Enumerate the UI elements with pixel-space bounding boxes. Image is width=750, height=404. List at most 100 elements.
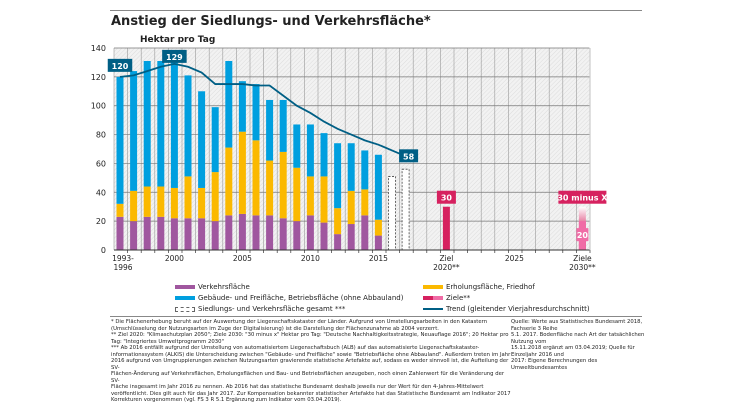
- bar-segment: [293, 124, 301, 168]
- legend-swatch-trend: [423, 308, 443, 310]
- bar-segment: [211, 221, 219, 250]
- bar-segment: [266, 99, 274, 161]
- bar-segment: [157, 60, 165, 187]
- y-tick-label: 120: [91, 73, 106, 82]
- bar-segment: [347, 143, 355, 191]
- bar-segment: [306, 215, 314, 250]
- y-tick-label: 100: [91, 102, 106, 111]
- bar-segment: [143, 216, 151, 250]
- bar-segment: [198, 91, 206, 188]
- dashed-total-bar: [401, 168, 410, 251]
- bar-segment: [116, 76, 124, 204]
- y-tick-label: 40: [96, 188, 106, 197]
- y-tick-label: 80: [96, 131, 106, 140]
- bar-segment: [170, 218, 178, 250]
- x-tick-label: 2025: [505, 254, 524, 263]
- bar-segment: [374, 219, 382, 236]
- source-line: Quelle: Werte aus Statistisches Bundesam…: [511, 319, 643, 332]
- bar-segment: [184, 75, 192, 177]
- bar-segment: [252, 84, 260, 141]
- y-tick-label: 20: [96, 217, 106, 226]
- target-label: 20: [577, 231, 589, 240]
- bar-segment: [279, 218, 287, 250]
- bar-segment: [238, 213, 246, 250]
- bar-segment: [116, 203, 124, 217]
- legend-item-gesamt: Siedlungs- und Verkehrsfläche gesamt ***: [175, 305, 345, 313]
- bar-segment: [347, 224, 355, 250]
- legend-label: Erholungsfläche, Friedhof: [446, 283, 535, 291]
- bar-segment: [170, 187, 178, 219]
- bar-segment: [225, 147, 233, 216]
- bar-segment: [334, 208, 342, 235]
- legend-item-verkehrsflaeche: Verkehrsfläche: [175, 283, 250, 291]
- x-tick-label: 2000: [165, 254, 184, 263]
- bar-segment: [238, 131, 246, 214]
- footnote-line: informationssystem (ALKIS) die Untersche…: [111, 351, 511, 358]
- footnote-line: 2016 aufgrund von Umgruppierungen zwisch…: [111, 358, 509, 371]
- bar-segment: [184, 218, 192, 250]
- x-tick-label: 2005: [233, 254, 252, 263]
- footnote-line: Korrekturen vorgenommen (vgl. FS 3 R 5.1…: [111, 397, 342, 403]
- source-note: Quelle: Werte aus Statistisches Bundesam…: [511, 319, 646, 371]
- dashed-total-bar: [388, 176, 396, 251]
- bar-segment: [361, 215, 369, 250]
- legend-item-ziele: Ziele**: [423, 294, 470, 302]
- bar-segment: [334, 234, 342, 250]
- bar-segment: [130, 221, 138, 250]
- x-tick-label: Ziel: [439, 254, 453, 263]
- y-tick-label: 60: [96, 159, 106, 168]
- footnote-rule: [110, 316, 642, 317]
- bar-segment: [279, 99, 287, 152]
- legend-swatch-gebaeude: [175, 296, 195, 300]
- bar-segment: [252, 140, 260, 216]
- bar-segment: [320, 176, 328, 223]
- annotation-label: 120: [112, 62, 129, 71]
- footnote-line: (Umschlüsselung der Nutzungsarten im Zug…: [111, 325, 439, 332]
- footnote-line: ** Ziel 2020: "Klimaschutzplan 2050"; Zi…: [111, 332, 509, 338]
- bar-segment: [347, 190, 355, 225]
- bar-segment: [130, 71, 138, 191]
- legend-label: Trend (gleitender Vierjahresdurchschnitt…: [446, 305, 590, 313]
- bar-segment: [279, 151, 287, 219]
- legend-label: Gebäude- und Freifläche, Betriebsfläche …: [198, 294, 404, 302]
- target-label-box: [436, 190, 456, 204]
- legend-label: Verkehrsfläche: [198, 283, 250, 291]
- footnote-line: Flächen-Änderung auf Verkehrsflächen, Er…: [111, 371, 505, 384]
- annotation-label-box: [162, 49, 187, 63]
- bar-segment: [266, 160, 274, 216]
- bar-segment: [320, 133, 328, 177]
- target-label: 30 minus X: [557, 194, 608, 203]
- footnote-line: * Die Flächenerhebung beruht auf der Aus…: [111, 319, 488, 325]
- bar-segment: [334, 143, 342, 209]
- bar-segment: [374, 235, 382, 250]
- legend-swatch-dashed: [175, 306, 195, 312]
- trend-line: [119, 62, 406, 158]
- bar-segment: [198, 218, 206, 250]
- bar-segment: [225, 215, 233, 250]
- bar-segment: [157, 186, 165, 217]
- bar-segment: [184, 176, 192, 219]
- bar-segment: [252, 215, 260, 250]
- source-line: 2017: Eigene Berechnungen des Umweltbund…: [511, 358, 598, 371]
- bar-segment: [143, 60, 151, 187]
- y-axis-unit-label: Hektar pro Tag: [140, 35, 216, 45]
- bar-segment: [293, 167, 301, 222]
- x-tick-label: 2020**: [433, 263, 460, 272]
- chart-area: 120 129 58 30 30 minus X 20 0 20 40 60 80 100 120 14…: [91, 44, 609, 272]
- bar-segment: [266, 215, 274, 250]
- source-line: 15.11.2018 ergänzt am 03.04.2019; Quelle…: [511, 345, 635, 358]
- x-tick-label: 2015: [369, 254, 388, 263]
- legend-label: Ziele**: [446, 294, 471, 302]
- x-tick-label: 2010: [301, 254, 320, 263]
- bar-segment: [198, 187, 206, 219]
- bar-segment: [211, 107, 219, 173]
- target-label-box: [558, 190, 607, 204]
- source-line: 5.1. 2017. Bodenfläche nach Art der tats…: [511, 332, 645, 345]
- footnote-line: *** Ab 2016 entfällt aufgrund der Umstel…: [111, 345, 480, 351]
- legend-item-gebaeude: Gebäude- und Freifläche, Betriebsfläche …: [175, 294, 403, 302]
- bar-segment: [320, 222, 328, 250]
- bar-segment: [116, 216, 124, 250]
- target-label: 30: [441, 194, 453, 203]
- bar-segment: [293, 221, 301, 250]
- legend-label: Siedlungs- und Verkehrsfläche gesamt ***: [198, 305, 346, 313]
